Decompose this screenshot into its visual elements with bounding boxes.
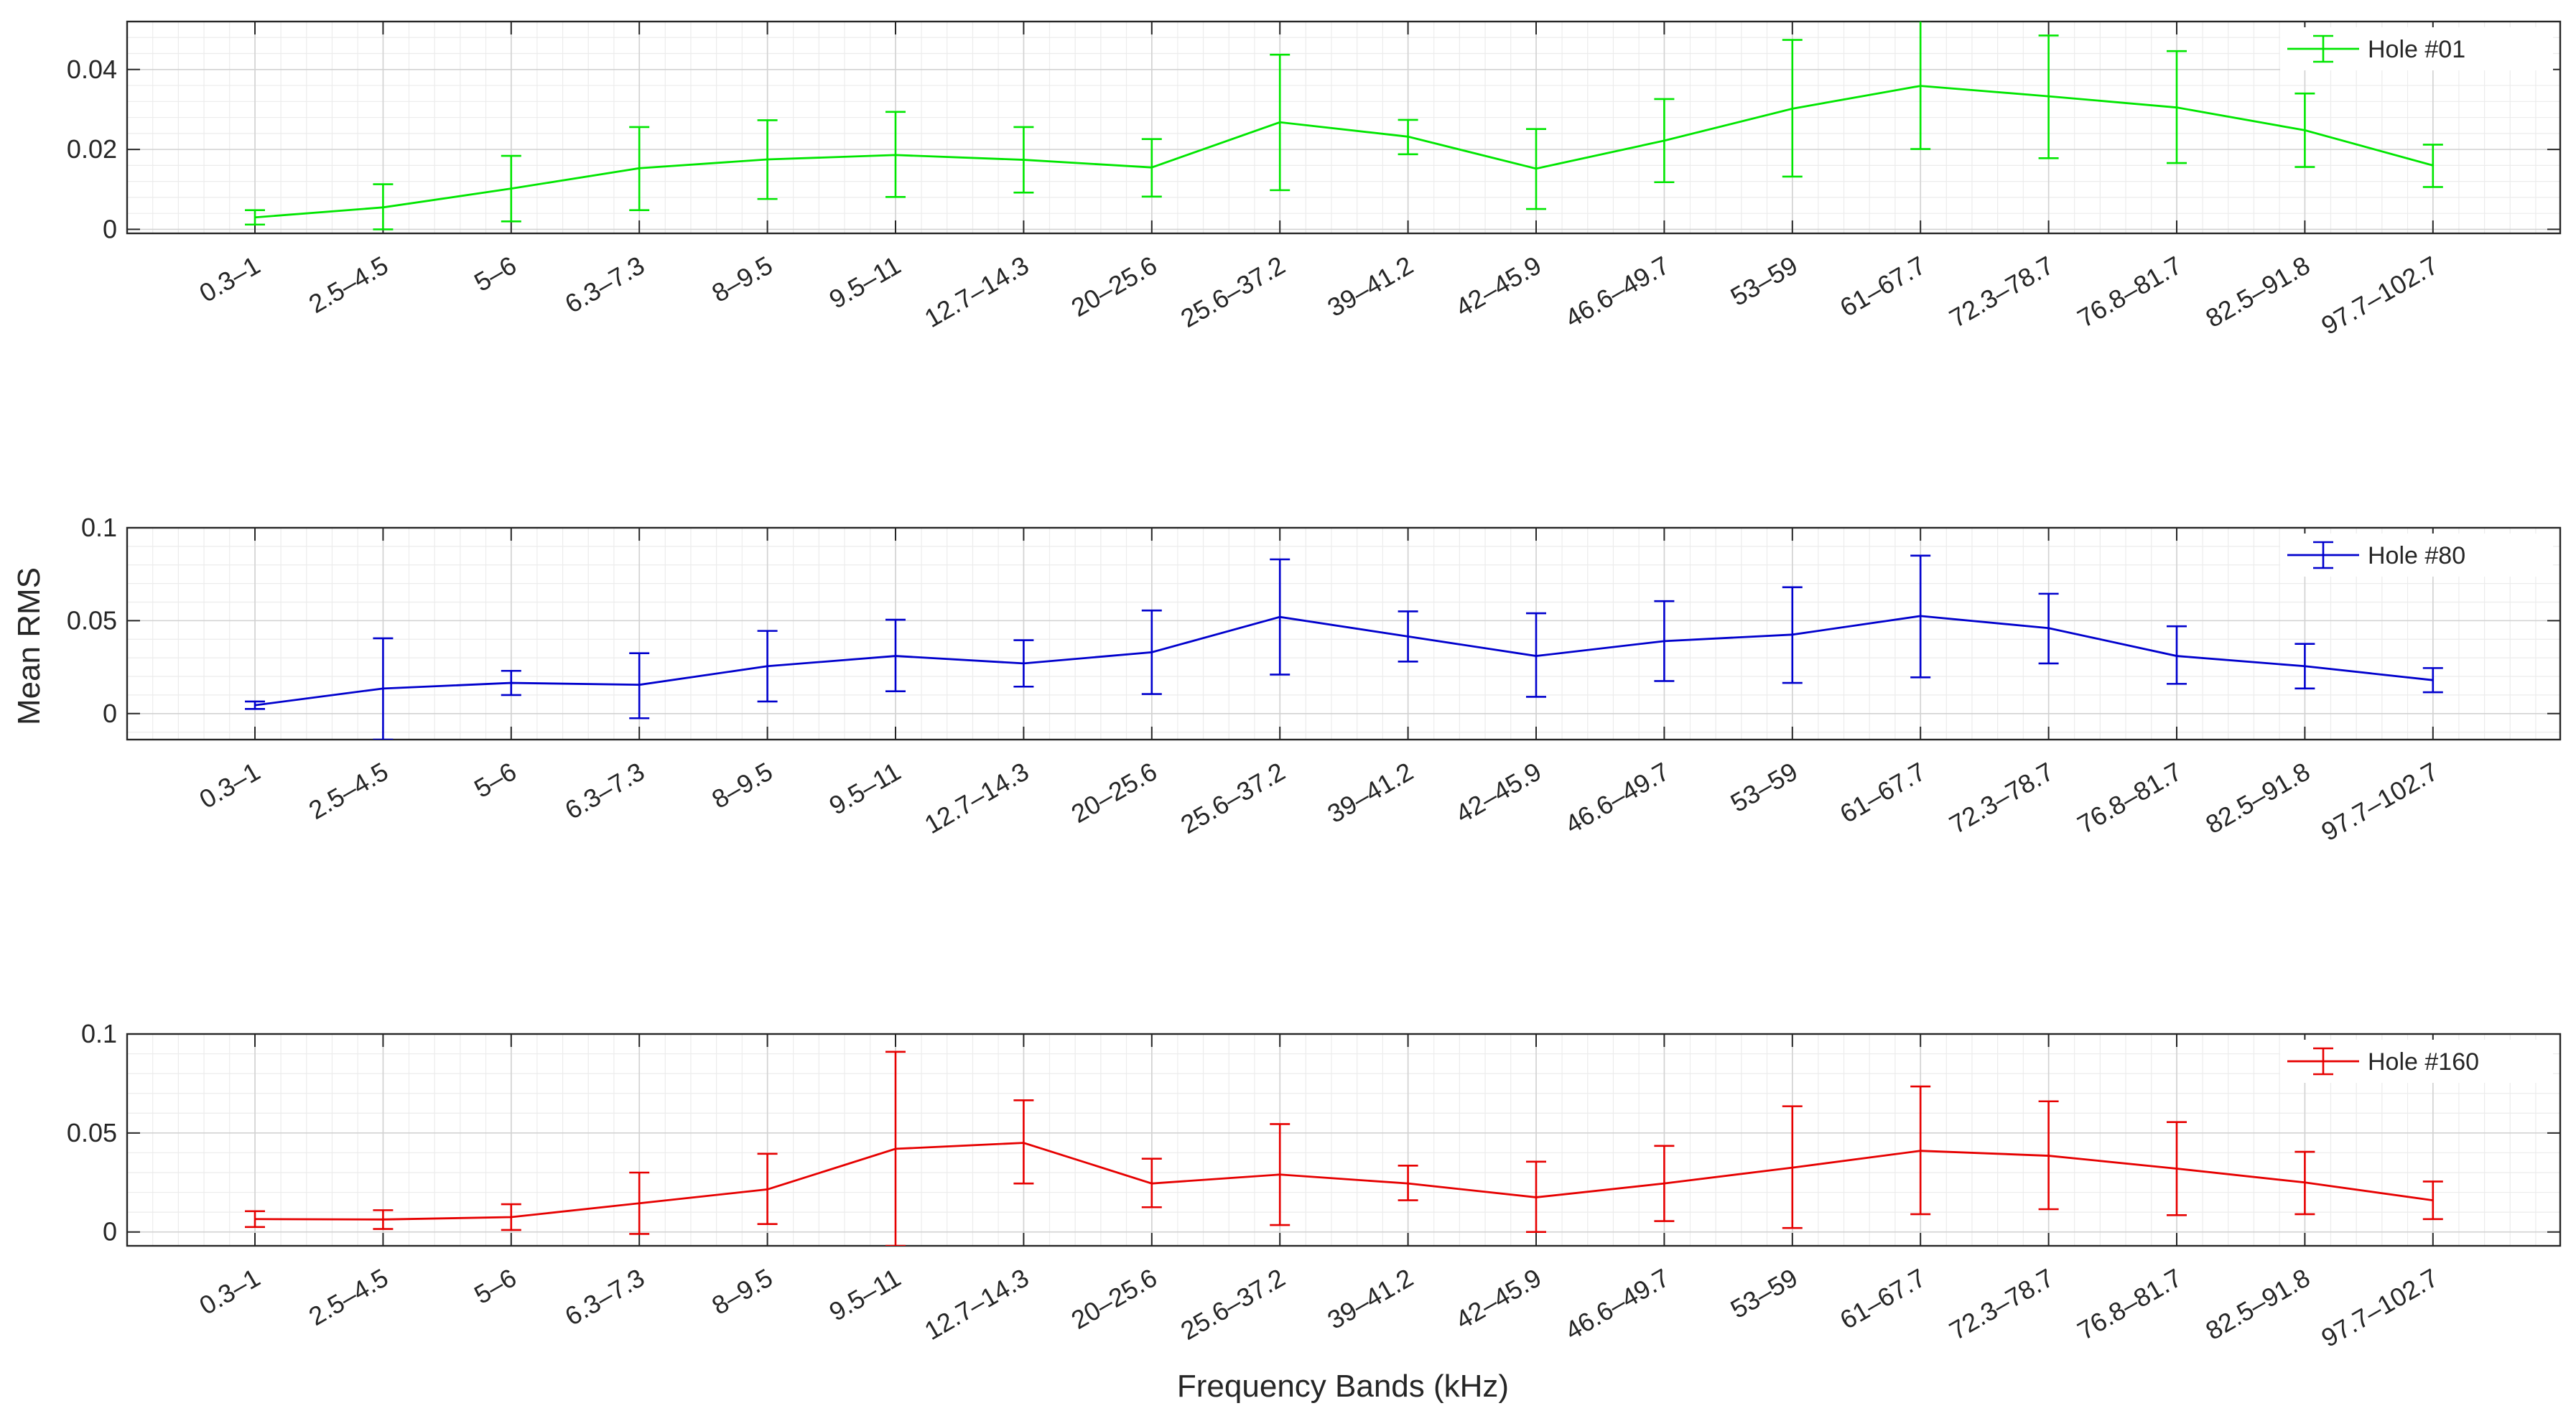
x-tick-label: 0.3–1	[194, 250, 265, 308]
x-tick-label: 6.3–7.3	[560, 1262, 650, 1331]
x-tick-label: 25.6–37.2	[1176, 250, 1290, 333]
x-tick-label: 46.6–49.7	[1560, 756, 1674, 839]
y-tick-label: 0	[103, 1217, 117, 1247]
x-tick-label: 72.3–78.7	[1944, 250, 2058, 333]
x-tick-label: 5–6	[469, 250, 521, 297]
series-line	[254, 1142, 2433, 1221]
y-tick-label: 0.02	[67, 134, 117, 164]
x-tick-label: 61–67.7	[1835, 250, 1930, 322]
y-tick-label: 0.1	[81, 513, 117, 542]
x-tick-label: 61–67.7	[1835, 756, 1930, 829]
x-tick-label: 76.8–81.7	[2073, 250, 2187, 333]
x-tick-label: 46.6–49.7	[1560, 250, 1674, 333]
x-tick-label: 97.7–102.7	[2316, 756, 2443, 847]
x-tick-label: 82.5–91.8	[2200, 1262, 2315, 1346]
x-tick-label: 0.3–1	[194, 756, 265, 814]
x-tick-label: 2.5–4.5	[304, 250, 394, 319]
x-tick-label: 6.3–7.3	[560, 250, 650, 319]
x-tick-label: 20–25.6	[1066, 756, 1162, 829]
series-3	[245, 1051, 2443, 1246]
x-tick-label: 39–41.2	[1322, 250, 1418, 322]
y-tick-label: 0	[103, 699, 117, 728]
x-tick-label: 82.5–91.8	[2200, 250, 2315, 333]
x-tick-label: 76.8–81.7	[2073, 756, 2187, 839]
x-tick-label: 5–6	[469, 756, 521, 804]
legend: Hole #01	[2280, 27, 2553, 70]
legend-label: Hole #80	[2368, 542, 2465, 569]
x-tick-label: 9.5–11	[824, 756, 906, 820]
x-tick-label: 39–41.2	[1322, 1262, 1418, 1335]
y-axis-label: Mean RMS	[11, 567, 47, 725]
x-tick-label: 53–59	[1726, 756, 1803, 818]
x-tick-label: 97.7–102.7	[2316, 1262, 2443, 1353]
x-tick-label: 25.6–37.2	[1176, 756, 1290, 839]
x-tick-label: 12.7–14.3	[919, 756, 1033, 839]
x-tick-label: 9.5–11	[824, 250, 906, 314]
x-tick-label: 8–9.5	[707, 250, 778, 308]
axis-box	[126, 526, 2562, 741]
x-tick-label: 82.5–91.8	[2200, 756, 2315, 839]
legend-label: Hole #01	[2368, 36, 2465, 63]
legend: Hole #80	[2280, 534, 2553, 577]
x-tick-label: 2.5–4.5	[304, 756, 394, 825]
series-line	[254, 615, 2433, 707]
panel-3: 0 0.05 0.1 0.3–1 2.5–4.5 5–6 6.3–7.3 8–9.5 9.5–1…	[67, 1019, 2562, 1353]
x-tick-label: 25.6–37.2	[1176, 1262, 1290, 1346]
x-tick-label: 46.6–49.7	[1560, 1262, 1674, 1346]
x-tick-label: 97.7–102.7	[2316, 250, 2443, 340]
legend: Hole #160	[2280, 1040, 2553, 1083]
x-tick-label: 76.8–81.7	[2073, 1262, 2187, 1346]
x-tick-label: 61–67.7	[1835, 1262, 1930, 1335]
axis-box	[126, 20, 2562, 235]
series-2	[245, 554, 2443, 740]
x-tick-label: 2.5–4.5	[304, 1262, 394, 1331]
panel-2: 0 0.05 0.1 0.3–1 2.5–4.5 5–6 6.3–7.3 8–9.5 9.5–1…	[67, 513, 2562, 847]
x-tick-label: 12.7–14.3	[919, 1262, 1033, 1346]
x-tick-label: 20–25.6	[1066, 1262, 1162, 1335]
y-tick-label: 0	[103, 214, 117, 243]
plot-area	[127, 1034, 2560, 1246]
x-tick-label: 0.3–1	[194, 1262, 265, 1320]
plot-area	[127, 528, 2560, 740]
x-tick-label: 42–45.9	[1451, 756, 1546, 829]
axis-box	[126, 1033, 2562, 1247]
plot-area	[127, 22, 2560, 233]
x-tick-label: 42–45.9	[1451, 1262, 1546, 1335]
legend-label: Hole #160	[2368, 1048, 2479, 1076]
x-axis-label: Frequency Bands (kHz)	[1177, 1369, 1509, 1404]
x-tick-label: 42–45.9	[1451, 250, 1546, 322]
x-tick-label: 20–25.6	[1066, 250, 1162, 322]
x-tick-label: 53–59	[1726, 1262, 1803, 1324]
y-tick-label: 0.04	[67, 55, 117, 84]
x-tick-label: 72.3–78.7	[1944, 1262, 2058, 1346]
x-tick-label: 9.5–11	[824, 1262, 906, 1326]
x-tick-label: 5–6	[469, 1262, 521, 1310]
x-tick-label: 39–41.2	[1322, 756, 1418, 829]
x-tick-label: 8–9.5	[707, 756, 778, 814]
x-tick-label: 53–59	[1726, 250, 1803, 312]
y-tick-label: 0.05	[67, 1118, 117, 1147]
x-tick-label: 12.7–14.3	[919, 250, 1033, 333]
y-tick-label: 0.05	[67, 605, 117, 635]
series-line	[254, 85, 2434, 219]
panel-1: 0 0.02 0.04 0.3–1 2.5–4.5 5–6 6.3–7.3 8–9.5 9.5–…	[67, 20, 2562, 340]
y-tick-label: 0.1	[81, 1019, 117, 1048]
x-tick-label: 72.3–78.7	[1944, 756, 2058, 839]
x-tick-label: 6.3–7.3	[560, 756, 650, 825]
series-1	[245, 22, 2443, 230]
x-tick-label: 8–9.5	[707, 1262, 778, 1320]
